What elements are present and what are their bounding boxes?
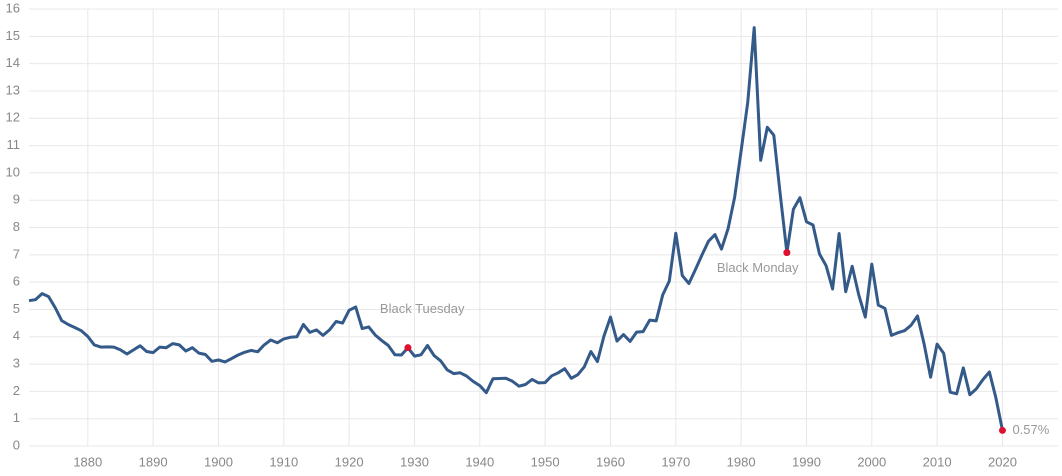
x-tick-label: 1930 xyxy=(400,454,429,469)
annotation-dot xyxy=(404,344,412,352)
x-tick-label: 1980 xyxy=(727,454,756,469)
x-tick-label: 1990 xyxy=(792,454,821,469)
x-tick-label: 1960 xyxy=(596,454,625,469)
y-tick-label: 4 xyxy=(13,328,20,343)
y-tick-label: 13 xyxy=(6,82,20,97)
y-tick-label: 3 xyxy=(13,356,20,371)
y-tick-label: 5 xyxy=(13,301,20,316)
y-tick-label: 1 xyxy=(13,410,20,425)
y-tick-label: 10 xyxy=(6,164,20,179)
y-tick-label: 8 xyxy=(13,219,20,234)
x-tick-label: 1900 xyxy=(204,454,233,469)
annotation-dot xyxy=(998,426,1006,434)
x-tick-label: 2010 xyxy=(923,454,952,469)
annotation-label: Black Monday xyxy=(717,260,799,275)
line-series xyxy=(28,26,1004,431)
x-tick-label: 1880 xyxy=(73,454,102,469)
x-tick-label: 1950 xyxy=(531,454,560,469)
y-tick-label: 11 xyxy=(7,137,21,152)
x-tick-label: 1920 xyxy=(335,454,364,469)
annotation-label: Black Tuesday xyxy=(380,301,465,316)
x-tick-label: 1910 xyxy=(269,454,298,469)
y-tick-label: 6 xyxy=(13,274,20,289)
annotation-dot xyxy=(783,249,791,257)
x-tick-label: 1890 xyxy=(139,454,168,469)
x-tick-label: 2000 xyxy=(857,454,886,469)
y-tick-label: 16 xyxy=(6,0,20,15)
x-tick-label: 1970 xyxy=(661,454,690,469)
y-tick-label: 9 xyxy=(13,192,20,207)
y-tick-label: 12 xyxy=(6,110,20,125)
y-tick-label: 14 xyxy=(6,55,20,70)
y-tick-label: 7 xyxy=(13,246,20,261)
y-tick-label: 15 xyxy=(6,28,20,43)
y-tick-label: 2 xyxy=(13,383,20,398)
y-tick-label: 0 xyxy=(13,437,20,452)
x-tick-label: 1940 xyxy=(465,454,494,469)
annotation-label: 0.57% xyxy=(1012,422,1049,437)
x-tick-label: 2020 xyxy=(988,454,1017,469)
